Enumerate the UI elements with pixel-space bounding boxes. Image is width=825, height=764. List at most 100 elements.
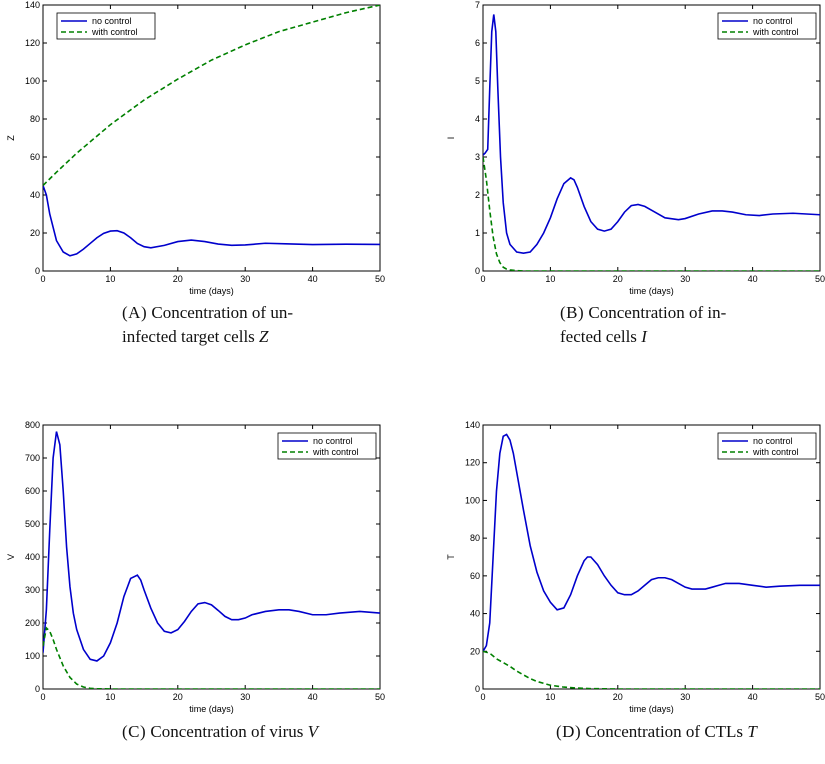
y-axis-label: Z [6,135,16,141]
y-tick-label: 500 [25,519,40,529]
caption-1: (B) Concentration of in-fected cells I [560,301,726,349]
x-tick-label: 40 [748,274,758,284]
y-tick-label: 100 [25,651,40,661]
chart-panel-3: 0 10 20 30 40 50 0 20 40 60 80 100 120 140 time (days)… [446,420,825,714]
x-tick-label: 20 [613,692,623,702]
y-tick-label: 3 [475,152,480,162]
chart-panel-1: 0 10 20 30 40 50 0 1 2 3 4 5 6 7 time (days) Ino contro… [446,0,825,296]
caption-3: (D) Concentration of CTLs T [556,720,757,744]
series-line-with-control [43,626,380,689]
y-tick-label: 0 [475,266,480,276]
y-tick-label: 60 [30,152,40,162]
legend-box [56,12,156,40]
x-tick-label: 20 [613,274,623,284]
y-axis-label: I [446,137,456,140]
plot-area [482,4,821,272]
y-tick-label: 600 [25,486,40,496]
y-tick-label: 6 [475,38,480,48]
x-tick-label: 0 [40,692,45,702]
y-tick-label: 60 [470,571,480,581]
y-axis-label: V [6,554,16,560]
y-tick-label: 80 [470,533,480,543]
y-tick-label: 120 [25,38,40,48]
series-line-no-control [43,185,380,257]
x-tick-label: 30 [240,274,250,284]
y-tick-label: 7 [475,0,480,10]
caption-text: Concentration of CTLs [585,722,748,741]
x-tick-label: 10 [105,692,115,702]
x-tick-label: 20 [173,692,183,702]
y-tick-label: 0 [35,684,40,694]
y-tick-label: 400 [25,552,40,562]
x-axis-label: time (days) [629,704,674,714]
series-line-no-control [483,433,820,652]
caption-label: (D) [556,722,582,741]
x-tick-label: 50 [815,692,825,702]
legend-label: with control [752,27,799,37]
x-tick-label: 20 [173,274,183,284]
legend-box [717,12,817,40]
legend-label: with control [752,447,799,457]
legend-label: no control [92,16,132,26]
y-tick-label: 700 [25,453,40,463]
y-tick-label: 1 [475,228,480,238]
legend-label: with control [91,27,138,37]
x-tick-label: 30 [240,692,250,702]
y-tick-label: 140 [25,0,40,10]
series-line-no-control [483,14,820,254]
x-tick-label: 0 [40,274,45,284]
chart-panel-0: 0 10 20 30 40 50 0 20 40 60 80 100 120 140 time (days)… [6,0,385,296]
y-tick-label: 2 [475,190,480,200]
y-tick-label: 80 [30,114,40,124]
caption-text-line2: fected cells [560,327,642,346]
y-tick-label: 0 [475,684,480,694]
y-tick-label: 0 [35,266,40,276]
y-tick-label: 120 [465,458,480,468]
caption-symbol: I [641,327,647,346]
caption-symbol: Z [259,327,269,346]
series-line-no-control [43,431,380,662]
y-axis-label: T [446,554,456,560]
y-tick-label: 40 [30,190,40,200]
caption-text: Concentration of virus [150,722,308,741]
y-tick-label: 40 [470,609,480,619]
x-tick-label: 0 [480,274,485,284]
y-tick-label: 100 [465,495,480,505]
y-tick-label: 800 [25,420,40,430]
x-tick-label: 40 [748,692,758,702]
caption-text-line2: infected target cells [122,327,260,346]
plot-area [482,424,821,690]
legend-label: with control [312,447,359,457]
plot-area [42,424,381,690]
x-tick-label: 10 [105,274,115,284]
x-tick-label: 50 [815,274,825,284]
y-tick-label: 20 [30,228,40,238]
series-line-with-control [483,156,820,271]
caption-label: (B) [560,303,585,322]
x-tick-label: 10 [545,692,555,702]
caption-symbol: T [747,722,757,741]
y-tick-label: 4 [475,114,480,124]
y-tick-label: 100 [25,76,40,86]
x-tick-label: 10 [545,274,555,284]
x-tick-label: 50 [375,692,385,702]
series-line-with-control [43,5,380,187]
x-axis-label: time (days) [629,286,674,296]
x-tick-label: 30 [680,692,690,702]
legend-box [277,432,377,460]
x-tick-label: 30 [680,274,690,284]
x-axis-label: time (days) [189,704,234,714]
x-tick-label: 50 [375,274,385,284]
legend-label: no control [753,16,793,26]
caption-2: (C) Concentration of virus V [122,720,318,744]
x-tick-label: 40 [308,692,318,702]
plot-area [42,4,381,272]
legend-label: no control [753,436,793,446]
caption-label: (A) [122,303,148,322]
x-axis-label: time (days) [189,286,234,296]
y-tick-label: 140 [465,420,480,430]
y-tick-label: 5 [475,76,480,86]
